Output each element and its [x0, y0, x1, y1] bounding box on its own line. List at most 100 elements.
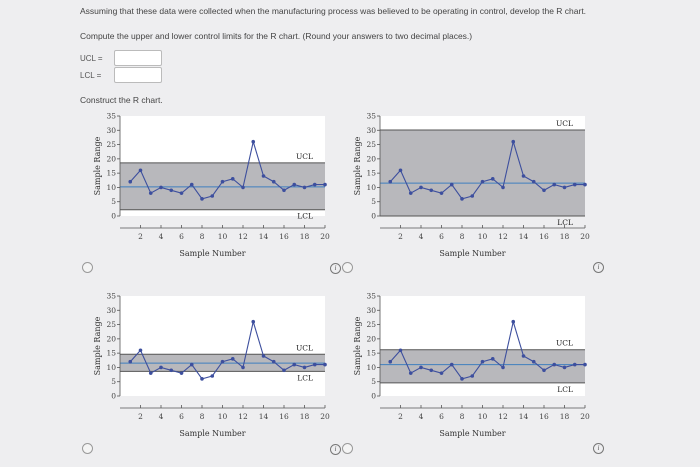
radio-option-c[interactable] [82, 443, 93, 454]
x-tick-label: 12 [498, 412, 508, 421]
range-point [230, 357, 235, 361]
y-axis-title: Sample Range [353, 136, 362, 195]
range-point [302, 365, 307, 370]
control-band [380, 130, 585, 216]
x-tick-label: 2 [398, 232, 403, 241]
range-point [408, 191, 413, 195]
y-tick-label: 0 [371, 392, 376, 401]
question-line-1: Assuming that these data were collected … [80, 6, 587, 16]
range-point [552, 182, 557, 187]
info-icon-d[interactable]: i [593, 443, 604, 454]
range-point [189, 182, 194, 187]
range-point [169, 188, 174, 193]
range-point [200, 377, 204, 381]
range-point [511, 139, 516, 144]
radio-option-a[interactable] [82, 262, 93, 273]
info-icon-b[interactable]: i [593, 262, 604, 273]
x-axis-title: Sample Number [179, 249, 245, 258]
range-point [439, 191, 444, 195]
range-point [148, 371, 153, 375]
x-tick-label: 12 [498, 232, 508, 241]
lcl-input[interactable] [114, 67, 162, 83]
chart-option-d: 0 5 10 15 20 25 30 35 2 4 6 8 10 12 14 16 18 20 Sample Ran… [350, 288, 600, 458]
x-tick-label: 16 [539, 232, 549, 241]
r-chart-svg: 0 5 10 15 20 25 30 35 2 4 6 8 10 12 14 16 18 20 Sample Ran… [353, 112, 590, 259]
range-point [398, 348, 403, 353]
range-point [179, 371, 184, 375]
x-tick-label: 8 [460, 412, 465, 421]
y-tick-label: 35 [106, 292, 116, 301]
x-tick-label: 10 [478, 232, 488, 241]
info-icon-a[interactable]: i [330, 263, 341, 274]
lcl-label: LCL [557, 385, 573, 394]
range-point [261, 354, 266, 358]
y-axis-title: Sample Range [93, 316, 102, 375]
x-tick-label: 8 [200, 412, 205, 421]
r-chart-svg: 0 5 10 15 20 25 30 35 2 4 6 8 10 12 14 16 18 20 Sample Ran… [353, 292, 590, 439]
radio-option-b[interactable] [342, 262, 353, 273]
chart-option-b: 0 5 10 15 20 25 30 35 2 4 6 8 10 12 14 16 18 20 Sample Ran… [350, 108, 600, 278]
range-point [480, 179, 485, 184]
range-point [220, 179, 225, 184]
y-tick-label: 5 [371, 197, 376, 206]
range-point [159, 185, 163, 190]
ucl-label: UCL [296, 152, 313, 161]
range-point [460, 197, 464, 201]
x-tick-label: 8 [200, 232, 205, 241]
y-tick-label: 25 [106, 320, 116, 329]
lcl-label: LCL = [80, 70, 102, 80]
ucl-label: UCL [296, 343, 313, 352]
range-point [490, 177, 495, 181]
x-tick-label: 16 [279, 232, 289, 241]
range-point [302, 185, 307, 190]
range-point [419, 185, 423, 190]
x-tick-label: 4 [159, 412, 164, 421]
range-point [312, 362, 317, 367]
x-tick-label: 14 [259, 412, 269, 421]
info-icon-c[interactable]: i [330, 444, 341, 455]
range-point [323, 362, 327, 367]
x-tick-label: 16 [279, 412, 289, 421]
x-tick-label: 18 [560, 412, 570, 421]
x-tick-label: 20 [320, 232, 330, 241]
range-point [583, 362, 587, 367]
x-tick-label: 4 [419, 232, 424, 241]
y-tick-label: 5 [111, 377, 116, 386]
range-point [531, 359, 536, 364]
x-tick-label: 18 [560, 232, 570, 241]
x-tick-label: 6 [179, 412, 184, 421]
radio-option-d[interactable] [342, 443, 353, 454]
range-point [562, 185, 567, 190]
range-point [521, 174, 526, 178]
y-tick-label: 0 [111, 212, 116, 221]
x-tick-label: 10 [478, 412, 488, 421]
range-point [241, 185, 245, 190]
range-point [521, 354, 526, 358]
x-tick-label: 12 [238, 412, 248, 421]
range-point [562, 365, 567, 370]
range-point [138, 348, 143, 353]
range-point [251, 139, 256, 144]
y-axis-title: Sample Range [353, 316, 362, 375]
range-point [552, 362, 557, 367]
ucl-input[interactable] [114, 50, 162, 66]
ucl-label: UCL [556, 119, 573, 128]
x-axis-title: Sample Number [179, 429, 245, 438]
range-point [408, 371, 413, 375]
range-point [323, 182, 327, 187]
y-tick-label: 30 [366, 126, 376, 135]
x-tick-label: 2 [138, 412, 143, 421]
x-axis-title: Sample Number [439, 429, 505, 438]
y-tick-label: 35 [366, 112, 376, 121]
y-tick-label: 20 [366, 154, 376, 163]
x-tick-label: 10 [218, 412, 228, 421]
y-tick-label: 20 [366, 334, 376, 343]
y-tick-label: 20 [106, 334, 116, 343]
range-point [470, 374, 475, 378]
range-point [220, 359, 225, 364]
x-axis-title: Sample Number [439, 249, 505, 258]
y-tick-label: 30 [106, 306, 116, 315]
range-point [583, 182, 587, 187]
x-tick-label: 14 [259, 232, 269, 241]
range-point [292, 362, 297, 367]
